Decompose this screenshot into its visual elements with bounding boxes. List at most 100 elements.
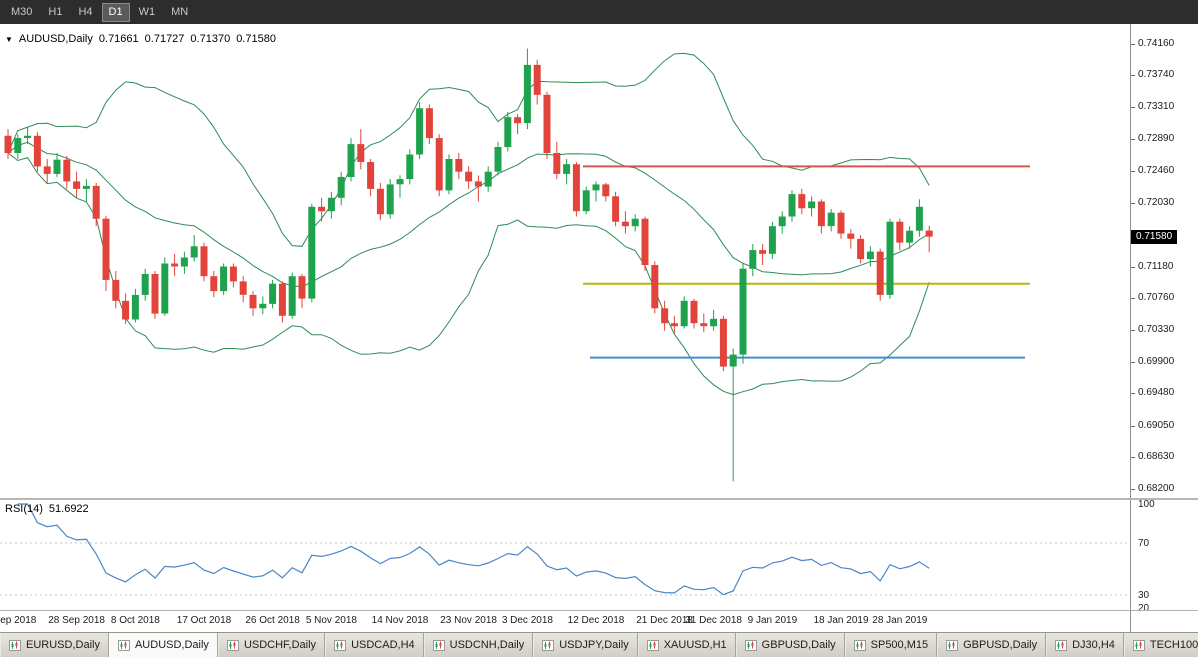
date-tick-label: 12 Dec 2018 [567,615,625,626]
timeframe-m30-button[interactable]: M30 [4,3,39,22]
price-tick-label: 0.71180 [1138,260,1174,272]
mini-chart-icon [1132,639,1145,651]
date-tick-label: 26 Oct 2018 [245,615,300,626]
price-tick-mark [1131,329,1135,331]
chart-tab-gbpusd-daily[interactable]: GBPUSD,Daily [735,633,845,657]
chart-rsi-splitter[interactable] [0,498,1198,500]
mini-chart-icon [542,639,555,651]
rsi-line [17,503,930,596]
date-axis[interactable]: 19 Sep 2018 28 Sep 2018 8 Oct 2018 17 Oct 2… [0,611,1130,632]
chart-tab-label: XAUUSD,H1 [663,639,727,651]
rsi-level-lines [0,542,1130,596]
price-tick-mark [1131,456,1135,458]
chart-low-value: 0.71370 [190,33,231,45]
rsi-panel[interactable]: RSI(14) 51.6922 [0,500,1130,610]
chart-tab-usdcnh-daily[interactable]: USDCNH,Daily [423,633,534,657]
chart-tab-label: TECH100,H1 [1149,639,1198,651]
chart-close-value: 0.71580 [236,33,276,45]
price-tick-mark [1131,362,1135,364]
price-tick-label: 0.72030 [1138,197,1175,209]
price-tick-label: 0.68630 [1138,450,1175,462]
chart-title: ▼ AUDUSD,Daily 0.71661 0.71727 0.71370 0… [5,33,276,45]
price-tick-mark [1131,297,1135,299]
mini-chart-icon [744,639,757,651]
date-tick-label: 31 Dec 2018 [685,615,742,626]
rsi-indicator-label: RSI(14) 51.6922 [5,503,89,515]
chart-tab-label: DJ30,H4 [1072,639,1115,651]
date-tick-label: 28 Jan 2019 [872,615,928,626]
chart-open-value: 0.71661 [98,33,139,45]
price-tick-label: 0.68200 [1138,483,1175,494]
price-tick-mark [1131,138,1135,140]
chart-tab-label: GBPUSD,Daily [963,639,1038,651]
price-tick-label: 0.70330 [1138,323,1175,335]
chart-tab-dj30-h4[interactable]: DJ30,H4 [1046,633,1124,657]
timeframe-h1-button[interactable]: H1 [41,3,69,22]
date-tick-label: 5 Nov 2018 [305,615,357,626]
date-tick-label: 18 Jan 2019 [813,615,869,626]
price-axis[interactable]: 0.71580 0.74160 0.73740 0.73310 0.72890 0.72… [1130,24,1198,632]
timeframe-mn-button[interactable]: MN [164,3,195,22]
timeframe-d1-button[interactable]: D1 [101,2,130,22]
chart-tab-label: USDCAD,H4 [351,639,415,651]
chart-tab-eurusd-daily[interactable]: EURUSD,Daily [0,633,109,657]
price-tick-label: 0.72890 [1138,132,1175,144]
chart-tab-usdcad-h4[interactable]: USDCAD,H4 [325,633,424,657]
chart-tab-label: SP500,M15 [870,639,929,651]
chart-tab-label: USDCHF,Daily [243,639,317,651]
mini-chart-icon [853,639,866,651]
chart-tab-gbpusd-daily-2[interactable]: GBPUSD,Daily [937,633,1047,657]
chart-tab-label: EURUSD,Daily [26,639,100,651]
chart-tabs-bar: EURUSD,Daily AUDUSD,Daily USDCHF,Daily U… [0,632,1198,657]
date-tick-label: 9 Jan 2019 [747,615,798,626]
mini-chart-icon [946,639,959,651]
chart-tab-usdchf-daily[interactable]: USDCHF,Daily [217,633,326,657]
timeframe-w1-button[interactable]: W1 [132,3,163,22]
mini-chart-icon [1055,639,1068,651]
price-tick-label: 0.73740 [1138,69,1175,81]
chart-tab-usdjpy-daily[interactable]: USDJPY,Daily [533,633,638,657]
date-tick-label: 19 Sep 2018 [0,615,37,626]
mini-chart-icon [646,639,659,651]
rsi-axis-label: 100 [1138,499,1155,510]
price-tick-label: 0.69050 [1138,419,1175,431]
price-tick-mark [1131,44,1135,45]
price-tick-mark [1131,170,1135,172]
chart-tab-audusd-daily[interactable]: AUDUSD,Daily [108,633,218,657]
price-tick-mark [1131,393,1135,395]
main-chart[interactable]: ▼ AUDUSD,Daily 0.71661 0.71727 0.71370 0… [0,24,1130,498]
price-tick-mark [1131,75,1135,77]
date-tick-label: 17 Oct 2018 [176,615,232,626]
mini-chart-icon [226,639,239,651]
mini-chart-icon [117,639,130,651]
date-tick-label: 28 Sep 2018 [48,615,105,626]
chart-tab-label: AUDUSD,Daily [134,639,209,651]
timeframe-toolbar: M30 H1 H4 D1 W1 MN [0,0,1198,24]
rsi-value: 51.6922 [48,503,89,515]
price-tick-label: 0.72460 [1138,164,1175,176]
date-tick-label: 8 Oct 2018 [110,615,160,626]
price-tick-label: 0.74160 [1138,38,1175,49]
candlestick-canvas [4,48,1030,482]
rsi-axis-label: 20 [1138,603,1150,614]
chart-high-value: 0.71727 [144,33,185,45]
chart-tab-label: USDJPY,Daily [559,639,629,651]
candles-layer [4,48,933,482]
timeframe-h4-button[interactable]: H4 [71,3,99,22]
price-tick-label: 0.73310 [1138,101,1175,113]
chart-symbol-label: AUDUSD,Daily [18,33,93,45]
price-tick-mark [1131,489,1135,490]
mini-chart-icon [334,639,347,651]
chart-tab-xauusd-h1[interactable]: XAUUSD,H1 [637,633,736,657]
price-tick-mark [1131,266,1135,268]
chart-marker-icon: ▼ [5,34,13,44]
price-tick-mark [1131,203,1135,205]
chart-tab-tech100-h1[interactable]: TECH100,H1 [1123,633,1198,657]
bollinger-bands-layer [7,52,930,396]
rsi-name: RSI(14) [5,503,43,515]
chart-tab-sp500-m15[interactable]: SP500,M15 [844,633,938,657]
price-tick-label: 0.69900 [1138,356,1175,368]
rsi-dateaxis-divider [0,610,1198,611]
date-tick-label: 23 Nov 2018 [440,615,497,626]
